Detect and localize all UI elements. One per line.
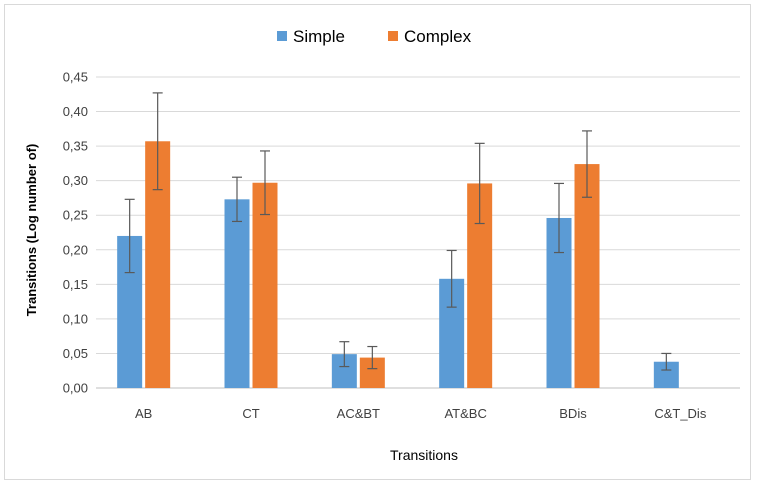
y-tick-label: 0,45	[63, 70, 88, 85]
x-tick-label: AC&BT	[337, 406, 380, 421]
y-tick-label: 0,15	[63, 277, 88, 292]
legend-label-simple: Simple	[293, 27, 345, 46]
y-tick-label: 0,20	[63, 242, 88, 257]
error-bars	[124, 92, 672, 371]
x-axis-tick-labels: AB CT AC&BT AT&BC BDis C&T_Dis	[135, 406, 707, 421]
legend: Simple Complex	[277, 27, 472, 46]
bar-complex	[252, 182, 278, 388]
y-axis-title: Transitions (Log number of)	[24, 144, 39, 317]
legend-swatch-simple	[277, 31, 287, 41]
legend-label-complex: Complex	[404, 27, 472, 46]
y-tick-label: 0,35	[63, 139, 88, 154]
x-tick-label: BDis	[559, 406, 587, 421]
bar-simple	[224, 199, 250, 388]
y-axis-tick-labels: 0,00 0,05 0,10 0,15 0,20 0,25 0,30 0,35 0,40 0,45	[63, 70, 88, 396]
legend-swatch-complex	[388, 31, 398, 41]
x-tick-label: AB	[135, 406, 152, 421]
gridlines	[96, 76, 740, 389]
x-tick-label: C&T_Dis	[654, 406, 707, 421]
y-tick-label: 0,40	[63, 104, 88, 119]
bars	[117, 141, 679, 388]
y-tick-label: 0,00	[63, 381, 88, 396]
x-tick-label: CT	[242, 406, 259, 421]
y-tick-label: 0,10	[63, 311, 88, 326]
x-tick-label: AT&BC	[444, 406, 486, 421]
y-tick-label: 0,30	[63, 173, 88, 188]
y-tick-label: 0,05	[63, 346, 88, 361]
x-axis-title: Transitions	[390, 447, 458, 463]
bar-complex	[574, 164, 600, 388]
y-tick-label: 0,25	[63, 208, 88, 223]
